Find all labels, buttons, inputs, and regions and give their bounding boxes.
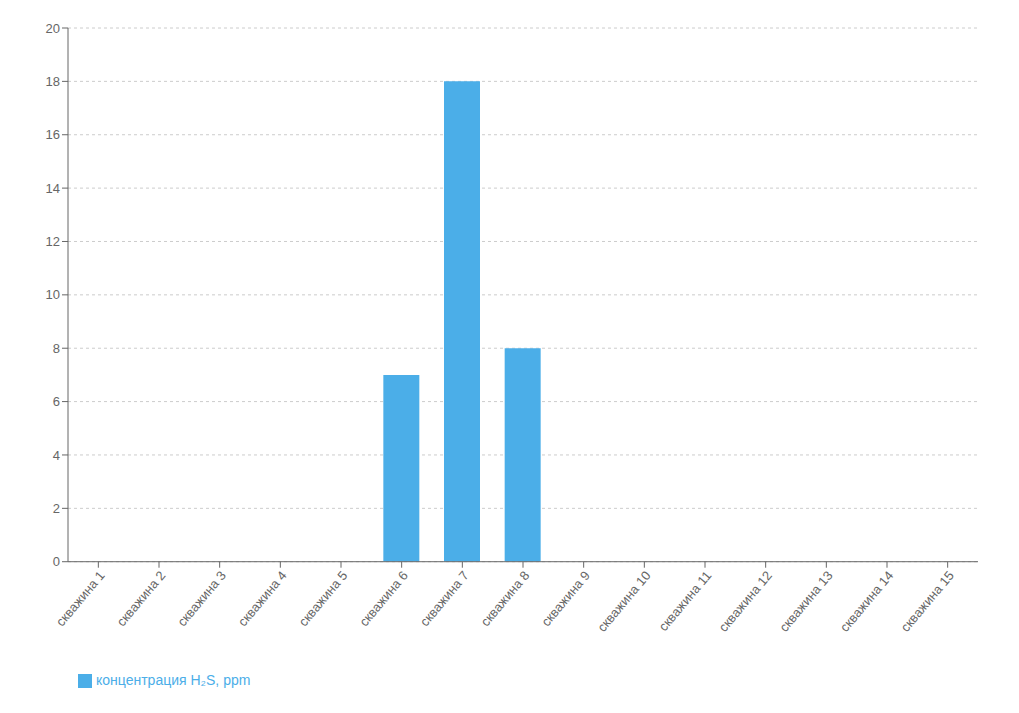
html-text:концентрация H₂S, ppm: концентрация H₂S, ppm	[96, 671, 251, 688]
svg-text:20: 20	[46, 21, 60, 36]
svg-text:18: 18	[46, 74, 60, 89]
svg-text:14: 14	[46, 181, 60, 196]
svg-text:2: 2	[53, 501, 60, 516]
svg-text:4: 4	[53, 448, 60, 463]
svg-text:скважина 5: скважина 5	[296, 568, 351, 629]
svg-text:скважина 11: скважина 11	[656, 568, 715, 634]
svg-text:скважина 12: скважина 12	[716, 568, 775, 635]
svg-text:скважина 1: скважина 1	[53, 568, 108, 629]
svg-text:скважина 8: скважина 8	[478, 568, 533, 629]
svg-text:скважина 3: скважина 3	[174, 568, 229, 629]
svg-text:скважина 6: скважина 6	[356, 568, 411, 629]
svg-text:8: 8	[53, 341, 60, 356]
svg-text:10: 10	[46, 287, 60, 302]
svg-text:6: 6	[53, 394, 60, 409]
svg-text:скважина 14: скважина 14	[837, 568, 896, 635]
svg-text:0: 0	[53, 554, 60, 569]
svg-text:скважина 4: скважина 4	[235, 568, 290, 629]
svg-text:скважина 13: скважина 13	[776, 568, 835, 635]
svg-text:16: 16	[46, 127, 60, 142]
svg-text:скважина 10: скважина 10	[594, 568, 653, 635]
svg-text:скважина 7: скважина 7	[417, 568, 472, 629]
svg-text:скважина 9: скважина 9	[538, 568, 593, 629]
svg-text:12: 12	[46, 234, 60, 249]
svg-text:скважина 2: скважина 2	[114, 568, 169, 629]
svg-text:скважина 15: скважина 15	[898, 568, 957, 635]
